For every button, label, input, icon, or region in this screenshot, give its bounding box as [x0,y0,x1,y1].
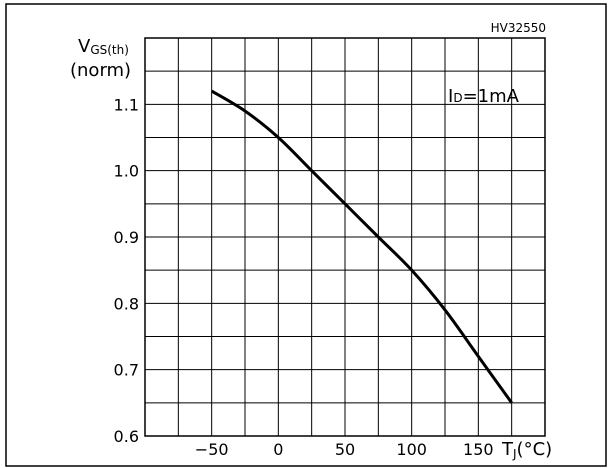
x-tick-labels: −50 0 50 100 150 [195,440,494,459]
y-tick-label: 0.6 [114,427,139,446]
y-tick-label: 1.1 [114,95,139,114]
x-tick-label: 50 [335,440,355,459]
x-tick-label: −50 [195,440,229,459]
x-axis-label: TJ(°C) [501,439,552,461]
y-tick-label: 1.0 [114,162,139,181]
y-tick-label: 0.7 [114,361,139,380]
plot-border [144,37,546,437]
y-tick-labels: 0.6 0.7 0.8 0.9 1.0 1.1 [114,95,139,446]
y-axis-label: VGS(th) [78,36,129,57]
y-axis-label-unit: (norm) [70,60,131,81]
x-tick-label: 150 [463,440,494,459]
figure-code: HV32550 [491,21,546,35]
annotation-id: ID=1mA [448,86,520,107]
y-tick-label: 0.8 [114,294,139,313]
series-line [210,89,513,404]
x-tick-label: 0 [273,440,283,459]
x-tick-label: 100 [396,440,427,459]
y-tick-label: 0.9 [114,228,139,247]
outer-frame [5,3,607,467]
